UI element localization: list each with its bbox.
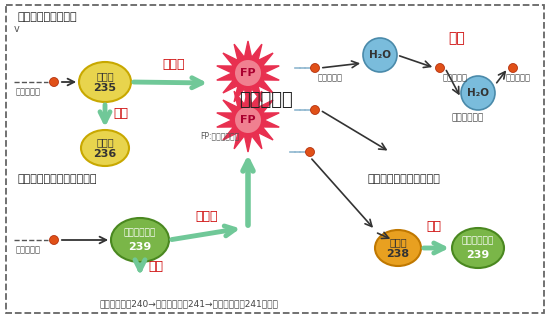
Text: ウラン: ウラン <box>96 137 114 147</box>
Text: エネルギー: エネルギー <box>239 91 293 109</box>
Text: プルトニウム: プルトニウム <box>462 237 494 246</box>
Text: 《プルトニウムの生成》: 《プルトニウムの生成》 <box>368 174 441 184</box>
Circle shape <box>50 236 58 245</box>
Ellipse shape <box>81 130 129 166</box>
Circle shape <box>235 60 261 86</box>
Text: 吸收: 吸收 <box>426 220 441 233</box>
Text: 《プルトニウムの核反応》: 《プルトニウムの核反応》 <box>18 174 97 184</box>
Polygon shape <box>217 88 279 152</box>
Ellipse shape <box>452 228 504 268</box>
Text: プルトニウム: プルトニウム <box>124 228 156 238</box>
Text: 吸收: 吸收 <box>113 107 128 120</box>
Text: v: v <box>14 24 20 34</box>
Text: 235: 235 <box>94 83 117 93</box>
Text: 238: 238 <box>387 249 410 259</box>
Circle shape <box>311 106 320 115</box>
Text: FP:核分裂生成物: FP:核分裂生成物 <box>200 131 239 140</box>
Text: 減速材（水）: 減速材（水） <box>452 113 484 122</box>
Text: 239: 239 <box>466 250 490 260</box>
Text: H₂O: H₂O <box>369 50 391 60</box>
Ellipse shape <box>111 218 169 262</box>
Text: 減速: 減速 <box>448 31 465 45</box>
Text: 吸收: 吸收 <box>148 260 163 273</box>
Text: 遅い中性子: 遅い中性子 <box>506 73 531 82</box>
Circle shape <box>509 64 518 73</box>
Text: H₂O: H₂O <box>467 88 489 98</box>
Text: 核分裂: 核分裂 <box>195 210 217 223</box>
Text: 遅い中性子: 遅い中性子 <box>15 87 41 96</box>
Text: ウラン: ウラン <box>96 71 114 81</box>
Circle shape <box>363 38 397 72</box>
Text: 239: 239 <box>128 242 152 252</box>
Circle shape <box>305 148 315 157</box>
Ellipse shape <box>79 62 131 102</box>
Polygon shape <box>217 41 279 105</box>
Text: 遅い中性子: 遅い中性子 <box>443 73 468 82</box>
Text: ウラン: ウラン <box>389 237 407 247</box>
Circle shape <box>311 64 320 73</box>
Text: プルトニウム240→プルトニウム241→アメリシウム241　など: プルトニウム240→プルトニウム241→アメリシウム241 など <box>100 299 279 308</box>
Text: FP: FP <box>240 68 256 78</box>
Text: 236: 236 <box>94 149 117 159</box>
Text: 速い中性子: 速い中性子 <box>318 73 343 82</box>
Circle shape <box>235 107 261 133</box>
Text: 核分裂: 核分裂 <box>162 58 184 71</box>
Circle shape <box>461 76 495 110</box>
Text: 《ウランの核反応》: 《ウランの核反応》 <box>18 12 78 22</box>
Text: 遅い中性子: 遅い中性子 <box>15 245 41 254</box>
Circle shape <box>50 78 58 86</box>
Circle shape <box>436 64 444 73</box>
Text: FP: FP <box>240 115 256 125</box>
Ellipse shape <box>375 230 421 266</box>
